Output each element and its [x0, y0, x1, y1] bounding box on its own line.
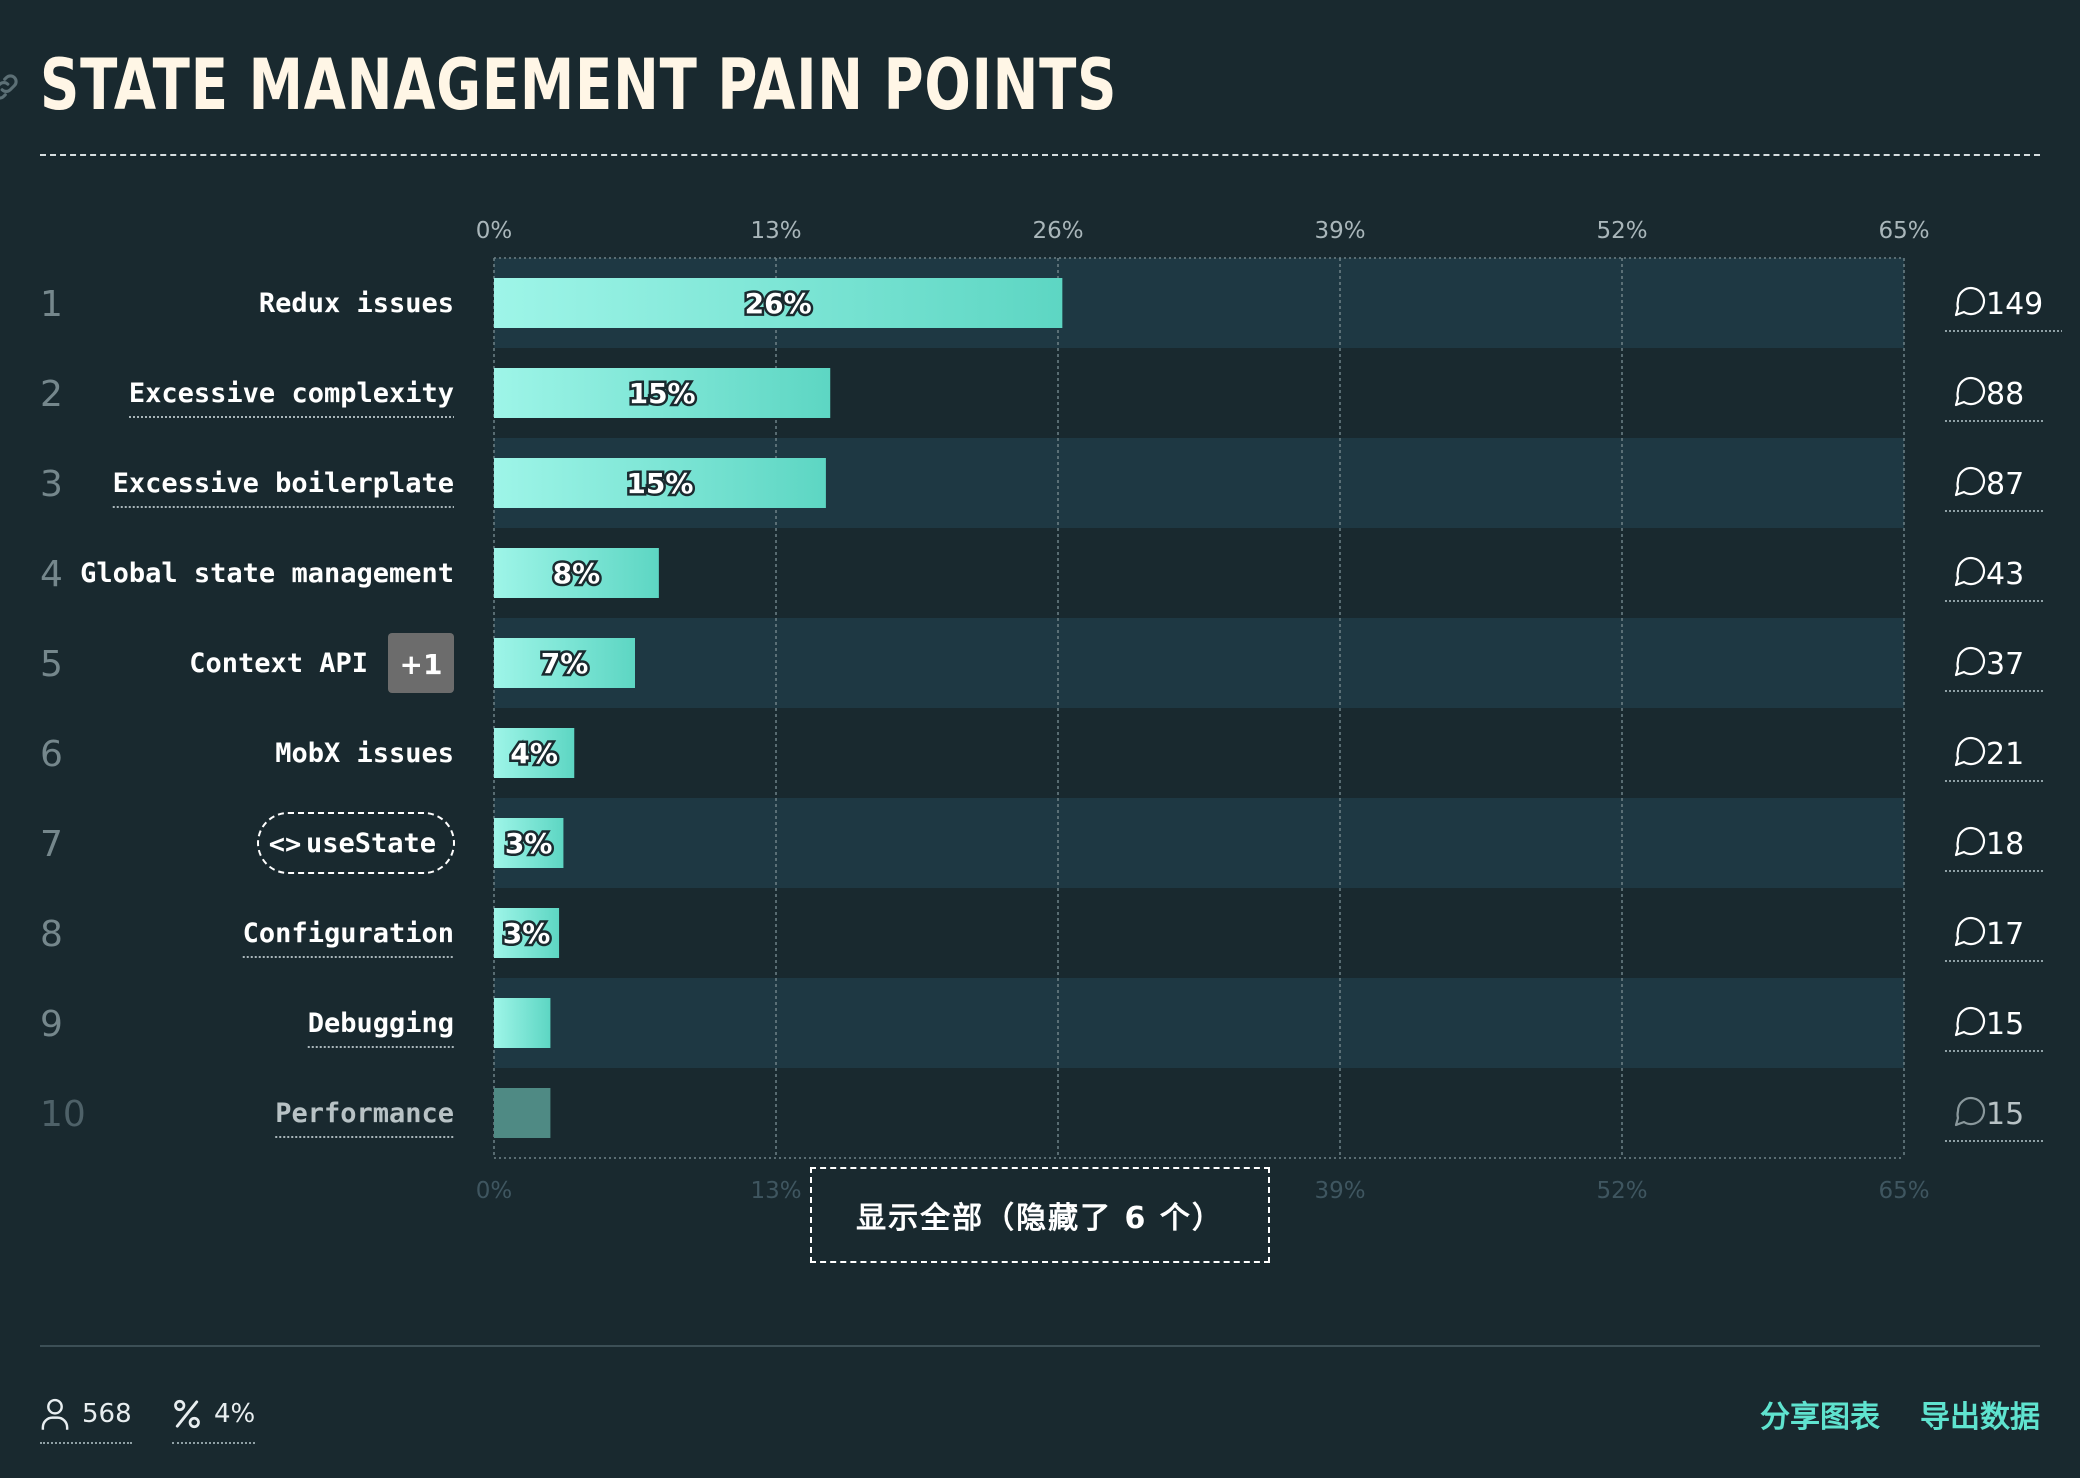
category-label[interactable]: Performance [275, 1098, 454, 1129]
comment-count[interactable]: 88 [1986, 377, 2024, 412]
bar-chart: 0% 0% 13% 13% 26% 26% 39% 39% 52% 52% 65% 65% 1 Redux… [40, 218, 2062, 1200]
rank-number: 1 [40, 284, 63, 325]
bar[interactable] [494, 368, 831, 418]
comment-icon [1954, 916, 1986, 947]
tick-label-top: 52% [1596, 218, 1647, 244]
row-band [494, 618, 1904, 708]
rank-number: 7 [40, 824, 63, 865]
code-tag-pill[interactable] [257, 812, 455, 874]
tick-label-bottom: 52% [1596, 1178, 1647, 1200]
tick-label-bottom: 13% [750, 1178, 801, 1200]
comment-icon [1954, 646, 1986, 677]
comment-icon [1954, 286, 1986, 317]
bar-value-label: 4% [510, 737, 558, 770]
bar-value-label: 15% [629, 377, 696, 410]
bar[interactable] [494, 998, 551, 1048]
extra-count-badge-label: +1 [400, 648, 443, 681]
comment-count[interactable]: 37 [1986, 647, 2024, 682]
category-label[interactable]: Excessive boilerplate [113, 468, 454, 499]
show-all-button[interactable]: 显示全部（隐藏了 6 个） [810, 1167, 1270, 1263]
rank-number: 5 [40, 644, 63, 685]
percent-icon [174, 1399, 200, 1429]
tick-label-top: 0% [476, 218, 513, 244]
extra-count-badge[interactable] [388, 633, 454, 693]
rank-number: 9 [40, 1004, 63, 1045]
bar[interactable] [494, 818, 564, 868]
title-divider [40, 154, 2040, 156]
category-label[interactable]: useState [306, 828, 436, 859]
category-label[interactable]: MobX issues [275, 738, 454, 769]
bar-value-label: 26% [745, 287, 812, 320]
tick-label-top: 65% [1878, 218, 1929, 244]
bar[interactable] [494, 278, 1063, 328]
category-label[interactable]: Excessive complexity [129, 378, 454, 409]
comment-count[interactable]: 21 [1986, 737, 2024, 772]
percent-value: 4% [214, 1399, 256, 1429]
code-icon: <> [269, 829, 302, 860]
bar[interactable] [494, 458, 826, 508]
export-data-link[interactable]: 导出数据 [1920, 1400, 2040, 1435]
respondents-count: 568 [82, 1399, 132, 1429]
rank-number: 10 [40, 1094, 86, 1135]
rank-number: 3 [40, 464, 63, 505]
comment-count[interactable]: 43 [1986, 557, 2024, 592]
bar[interactable] [494, 1088, 551, 1138]
comment-count[interactable]: 87 [1986, 467, 2024, 502]
row-band [494, 798, 1904, 888]
bar-value-label: 8% [553, 557, 601, 590]
tick-label-bottom: 0% [476, 1178, 513, 1200]
bar-value-label: 3% [503, 917, 551, 950]
category-label[interactable]: Debugging [308, 1008, 454, 1039]
tick-label-bottom: 39% [1314, 1178, 1365, 1200]
page-title: STATE MANAGEMENT PAIN POINTS [40, 44, 1118, 126]
rank-number: 4 [40, 554, 63, 595]
comment-icon [1954, 1096, 1986, 1127]
bar[interactable] [494, 908, 560, 958]
comment-count[interactable]: 15 [1986, 1097, 2024, 1132]
rank-number: 6 [40, 734, 63, 775]
footer-divider [40, 1345, 2040, 1347]
tick-label-top: 13% [750, 218, 801, 244]
comment-icon [1954, 736, 1986, 767]
comment-icon [1954, 1006, 1986, 1037]
tick-label-top: 39% [1314, 218, 1365, 244]
comment-count[interactable]: 149 [1986, 287, 2043, 322]
bar[interactable] [494, 728, 575, 778]
share-chart-link[interactable]: 分享图表 [1760, 1400, 1880, 1435]
bar-value-label: 7% [541, 647, 589, 680]
category-label[interactable]: Global state management [80, 558, 454, 589]
category-label[interactable]: Configuration [243, 918, 454, 949]
row-band [494, 978, 1904, 1068]
user-icon [41, 1398, 69, 1430]
bar[interactable] [494, 638, 635, 688]
comment-icon [1954, 376, 1986, 407]
rank-number: 8 [40, 914, 63, 955]
comment-count[interactable]: 18 [1986, 827, 2024, 862]
percent-stat[interactable]: 4% [172, 1390, 256, 1444]
rank-number: 2 [40, 374, 63, 415]
comment-icon [1954, 556, 1986, 587]
tick-label-top: 26% [1032, 218, 1083, 244]
bar-value-label: 15% [626, 467, 693, 500]
comment-count[interactable]: 17 [1986, 917, 2024, 952]
comment-icon [1954, 466, 1986, 497]
comment-count[interactable]: 15 [1986, 1007, 2024, 1042]
category-label[interactable]: Context API [189, 648, 368, 679]
tick-label-bottom: 65% [1878, 1178, 1929, 1200]
comment-icon [1954, 826, 1986, 857]
category-label[interactable]: Redux issues [259, 288, 454, 319]
bar-value-label: 3% [505, 827, 553, 860]
link-icon[interactable] [0, 70, 22, 104]
bar[interactable] [494, 548, 659, 598]
respondents-stat[interactable]: 568 [40, 1390, 132, 1444]
